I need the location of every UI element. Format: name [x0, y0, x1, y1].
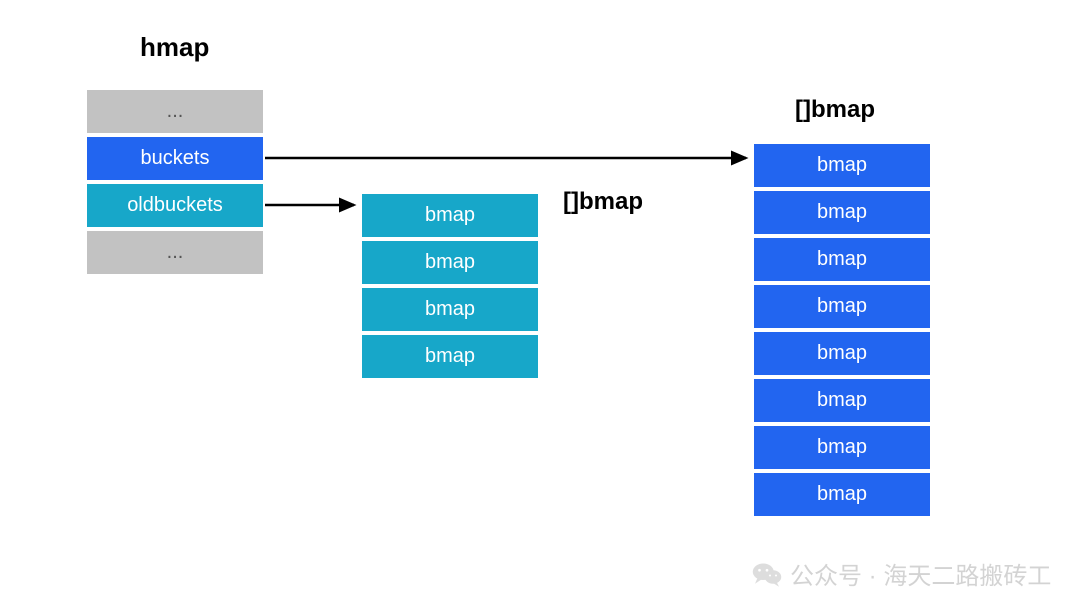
- oldbuckets-cell-1: bmap: [360, 239, 540, 286]
- right-array-title: []bmap: [795, 96, 875, 124]
- buckets-cell-3: bmap: [752, 283, 932, 330]
- buckets-cell-6: bmap: [752, 424, 932, 471]
- hmap-cell-2: oldbuckets: [85, 182, 265, 229]
- oldbuckets-array: bmapbmapbmapbmap: [360, 192, 540, 380]
- oldbuckets-cell-2: bmap: [360, 286, 540, 333]
- oldbuckets-cell-3: bmap: [360, 333, 540, 380]
- buckets-cell-2: bmap: [752, 236, 932, 283]
- hmap-struct: ...bucketsoldbuckets...: [85, 88, 265, 276]
- hmap-title: hmap: [140, 32, 209, 63]
- buckets-cell-7: bmap: [752, 471, 932, 518]
- watermark: 公众号 · 海天二路搬砖工: [752, 556, 1051, 591]
- buckets-cell-4: bmap: [752, 330, 932, 377]
- mid-array-title: []bmap: [563, 188, 643, 216]
- buckets-cell-1: bmap: [752, 189, 932, 236]
- hmap-cell-0: ...: [85, 88, 265, 135]
- buckets-cell-0: bmap: [752, 142, 932, 189]
- buckets-cell-5: bmap: [752, 377, 932, 424]
- oldbuckets-cell-0: bmap: [360, 192, 540, 239]
- buckets-array: bmapbmapbmapbmapbmapbmapbmapbmap: [752, 142, 932, 518]
- hmap-cell-3: ...: [85, 229, 265, 276]
- watermark-text: 公众号 · 海天二路搬砖工: [790, 556, 1051, 591]
- hmap-cell-1: buckets: [85, 135, 265, 182]
- wechat-icon: [752, 561, 782, 587]
